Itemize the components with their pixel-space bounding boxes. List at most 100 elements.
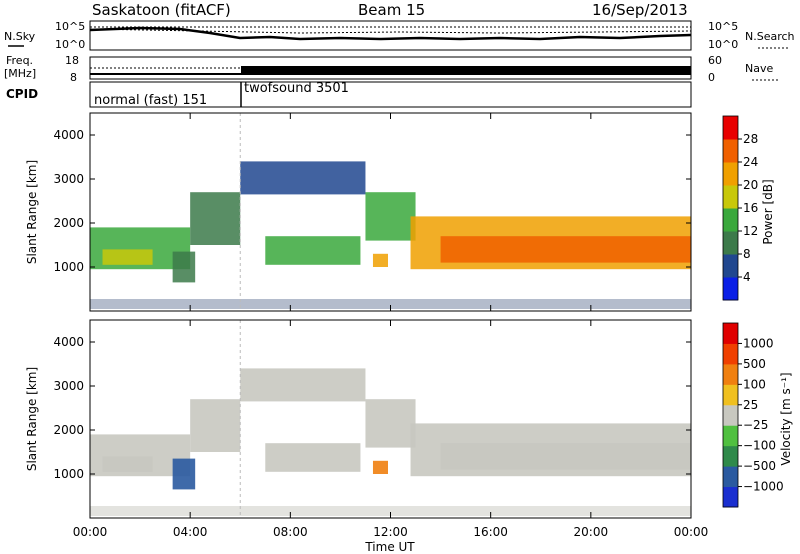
colorbar-segment (723, 486, 738, 508)
cpid-mode-normal: normal (fast) 151 (94, 93, 207, 108)
colorbar-tick-label: 25 (743, 398, 758, 412)
x-tick-label: 04:00 (173, 525, 208, 539)
colorbar-tick-label: 24 (743, 155, 758, 169)
nsky-label: N.Sky (4, 30, 36, 43)
power-near-range-strip (90, 299, 691, 309)
nsearch-tick-bottom: 10^0 (708, 38, 738, 51)
y-tick-label: 1000 (53, 467, 84, 481)
station-title: Saskatoon (fitACF) (92, 1, 231, 19)
colorbar-tick-label: 100 (743, 377, 766, 391)
power-ylabel: Slant Range [km] (25, 160, 39, 264)
colorbar-segment (723, 231, 738, 255)
nave-label: Nave (745, 62, 773, 75)
colorbar-segment (723, 277, 738, 301)
y-tick-label: 2000 (53, 216, 84, 230)
cpid-mode-twofsound: twofsound 3501 (244, 81, 349, 96)
cpid-panel: CPID normal (fast) 151 twofsound 3501 (6, 81, 692, 108)
y-tick-label: 2000 (53, 423, 84, 437)
colorbar-tick-label: −25 (743, 418, 768, 432)
colorbar-tick-label: 1000 (743, 336, 774, 350)
power-echo-region (102, 249, 153, 265)
colorbar-segment (723, 466, 738, 488)
x-tick-label: 00:00 (674, 525, 709, 539)
colorbar-tick-label: 8 (743, 247, 751, 261)
cpid-label: CPID (6, 87, 38, 101)
y-tick-label: 1000 (53, 260, 84, 274)
nave-tick-top: 60 (708, 54, 722, 67)
power-echo-region (240, 161, 366, 195)
y-tick-label: 4000 (53, 335, 84, 349)
nsky-tick-bottom: 10^0 (55, 38, 85, 51)
power-panel: 1000 2000 3000 4000 Slant Range [km] 4 8 12 16… (25, 112, 775, 312)
x-tick-label: 12:00 (373, 525, 408, 539)
colorbar-segment (723, 208, 738, 232)
colorbar-segment (723, 185, 738, 209)
x-tick-label: 00:00 (73, 525, 108, 539)
colorbar-segment (723, 162, 738, 186)
velocity-colorbar-label: Velocity [m s⁻¹] (779, 372, 793, 465)
power-echo-region (172, 251, 196, 283)
colorbar-segment (723, 139, 738, 163)
freq-panel: Freq. [MHz] 18 8 60 0 Nave (4, 54, 778, 84)
nsky-tick-top: 10^5 (55, 20, 85, 33)
velocity-echo-region (172, 458, 196, 490)
colorbar-tick-label: 28 (743, 132, 758, 146)
freq-label-1: Freq. (6, 54, 33, 67)
power-echo-region (440, 236, 691, 263)
colorbar-tick-label: −1000 (743, 480, 784, 494)
time-x-ticks: 00:00 04:00 08:00 12:00 16:00 20:00 00:00 (73, 113, 709, 539)
power-colorbar-label: Power [dB] (761, 179, 775, 244)
colorbar-segment (723, 425, 738, 447)
colorbar-segment (723, 323, 738, 344)
velocity-echo-region (265, 443, 361, 472)
x-tick-label: 08:00 (273, 525, 308, 539)
sky-noise-trace (89, 26, 692, 41)
velocity-panel: 1000 2000 3000 4000 Slant Range [km] 1000 50… (25, 319, 793, 519)
freq-tick-top: 18 (65, 54, 79, 67)
colorbar-segment (723, 343, 738, 365)
nsearch-tick-top: 10^5 (708, 20, 738, 33)
velocity-echo-region (365, 399, 416, 448)
velocity-echo-region (440, 443, 691, 470)
velocity-ylabel: Slant Range [km] (25, 367, 39, 471)
colorbar-segment (723, 445, 738, 467)
colorbar-tick-label: −500 (743, 459, 776, 473)
date-title: 16/Sep/2013 (592, 1, 688, 19)
y-tick-label: 3000 (53, 172, 84, 186)
x-tick-label: 20:00 (574, 525, 609, 539)
colorbar-segment (723, 116, 738, 140)
velocity-echo-region (102, 456, 153, 472)
power-y-ticks: 1000 2000 3000 4000 (53, 128, 691, 274)
colorbar-tick-label: 20 (743, 178, 758, 192)
colorbar-tick-label: 4 (743, 270, 751, 284)
colorbar-segment (723, 404, 738, 426)
x-tick-label: 16:00 (473, 525, 508, 539)
velocity-echo-region (372, 460, 388, 474)
beam-title: Beam 15 (358, 1, 425, 19)
power-colorbar: 4 8 12 16 20 24 28 (722, 115, 758, 301)
nave-tick-bottom: 0 (708, 71, 715, 84)
colorbar-segment (723, 384, 738, 406)
power-echo-region (265, 236, 361, 265)
velocity-y-ticks: 1000 2000 3000 4000 (53, 335, 691, 481)
y-tick-label: 4000 (53, 128, 84, 142)
y-tick-label: 3000 (53, 379, 84, 393)
time-axis-label: Time UT (364, 540, 415, 554)
colorbar-tick-label: 12 (743, 224, 758, 238)
power-echo-marks (90, 113, 691, 311)
noise-panel: N.Sky 10^5 10^0 10^5 10^0 N.Search (4, 20, 795, 51)
power-echo-region (372, 253, 388, 267)
velocity-colorbar: 1000 500 100 25 −25 −100 −500 −1000 (722, 322, 784, 508)
velocity-echo-region (190, 399, 241, 452)
velocity-echo-region (240, 368, 366, 402)
velocity-near-range-strip (90, 506, 691, 516)
freq-tick-bottom: 8 (70, 71, 77, 84)
nsearch-label: N.Search (745, 30, 795, 43)
power-echo-region (365, 192, 416, 241)
freq-label-2: [MHz] (4, 67, 36, 80)
colorbar-tick-label: 500 (743, 357, 766, 371)
colorbar-tick-label: 16 (743, 201, 758, 215)
colorbar-segment (723, 254, 738, 278)
velocity-echo-marks (90, 320, 691, 518)
